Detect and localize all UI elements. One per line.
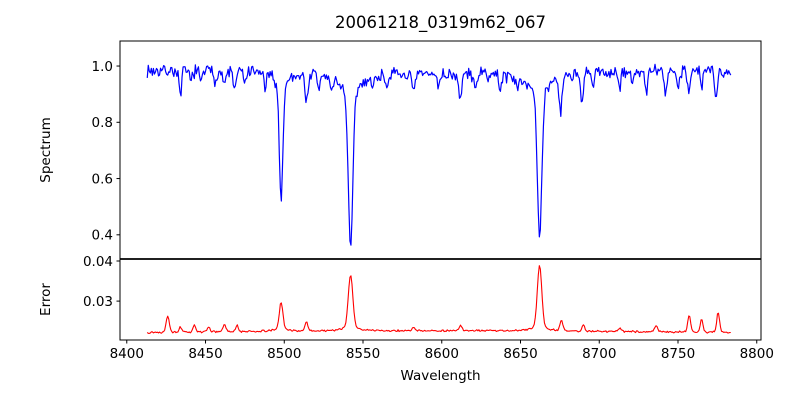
x-tick-label: 8700 — [582, 346, 616, 362]
error-panel-frame — [119, 258, 762, 341]
error-curve — [146, 265, 731, 334]
spectrum-y-tick-label: 0.4 — [92, 228, 113, 244]
spectrum-y-tick-label: 1.0 — [92, 59, 113, 75]
x-tick-label: 8500 — [267, 346, 301, 362]
error-y-tick-label: 0.03 — [83, 294, 113, 310]
spectrum-y-tick-label: 0.6 — [92, 171, 113, 187]
x-tick-label: 8600 — [425, 346, 459, 362]
spectrum-y-tick-label: 0.8 — [92, 115, 113, 131]
x-tick-label: 8650 — [503, 346, 537, 362]
error-y-tick-label: 0.04 — [83, 254, 113, 270]
curves-layer — [146, 63, 732, 334]
spectrum-panel-frame — [119, 40, 762, 260]
chart-title: 20061218_0319m62_067 — [335, 13, 546, 33]
axes-layer — [119, 40, 762, 341]
x-tick-label: 8750 — [661, 346, 695, 362]
x-axis-label: Wavelength — [400, 368, 480, 384]
error-y-axis-label: Error — [38, 283, 54, 316]
x-tick-label: 8450 — [188, 346, 222, 362]
x-tick-label: 8400 — [110, 346, 144, 362]
spectrum-curve — [146, 63, 732, 246]
x-tick-label: 8550 — [346, 346, 380, 362]
ticks-layer: 8400 8450 8500 8550 8600 8650 8700 8750 8800 1.0 0… — [83, 59, 774, 362]
spectrum-y-axis-label: Spectrum — [38, 117, 54, 182]
x-tick-label: 8800 — [740, 346, 774, 362]
